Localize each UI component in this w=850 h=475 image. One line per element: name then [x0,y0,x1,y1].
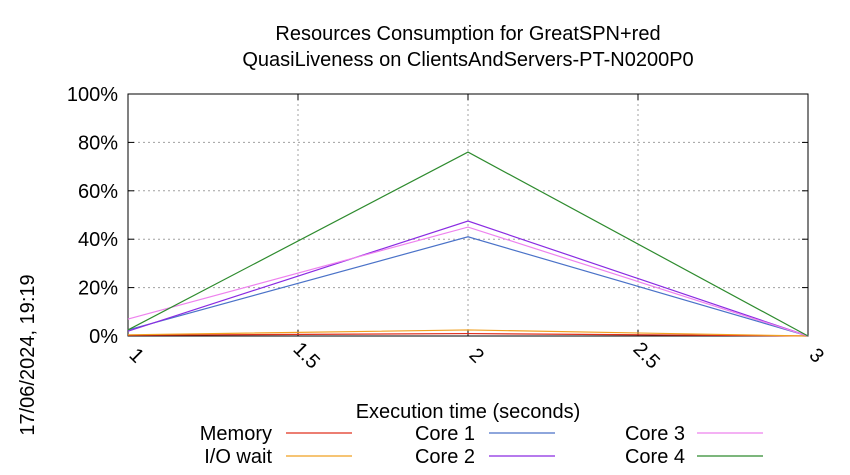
y-tick-label: 20% [78,278,118,300]
series-line-core-2 [127,220,809,337]
grid [128,94,808,336]
legend-label-core-1: Core 1 [415,423,475,445]
x-tick-label: 2.5 [629,338,664,373]
y-tick-label: 60% [78,181,118,203]
timestamp-label: 17/06/2024, 19:19 [17,274,39,435]
plot-border [127,93,809,337]
series-line-core-3 [127,226,809,337]
legend-label-core-3: Core 3 [625,423,685,445]
legend-label-core-2: Core 2 [415,446,475,468]
chart-title: Resources Consumption for GreatSPN+red [275,23,660,45]
y-tick-label: 80% [78,132,118,154]
y-tick-label: 40% [78,229,118,251]
y-tick-label: 0% [89,326,118,348]
x-tick-label: 3 [805,344,828,367]
x-tick-label: 1.5 [289,338,324,373]
y-tick-label: 100% [67,84,118,106]
series-line-memory [127,332,809,337]
legend-label-i-o-wait: I/O wait [204,446,272,468]
series-line-core-1 [127,236,809,337]
x-axis-label: Execution time (seconds) [356,401,581,423]
legend-label-core-4: Core 4 [625,446,685,468]
chart-subtitle: QuasiLiveness on ClientsAndServers-PT-N0… [242,49,693,71]
legend-label-memory: Memory [200,423,272,445]
series-line-i-o-wait [127,329,809,337]
x-tick-label: 2 [465,344,488,367]
x-tick-label: 1 [125,344,148,367]
series-line-core-4 [127,151,809,337]
series-lines [127,151,809,337]
